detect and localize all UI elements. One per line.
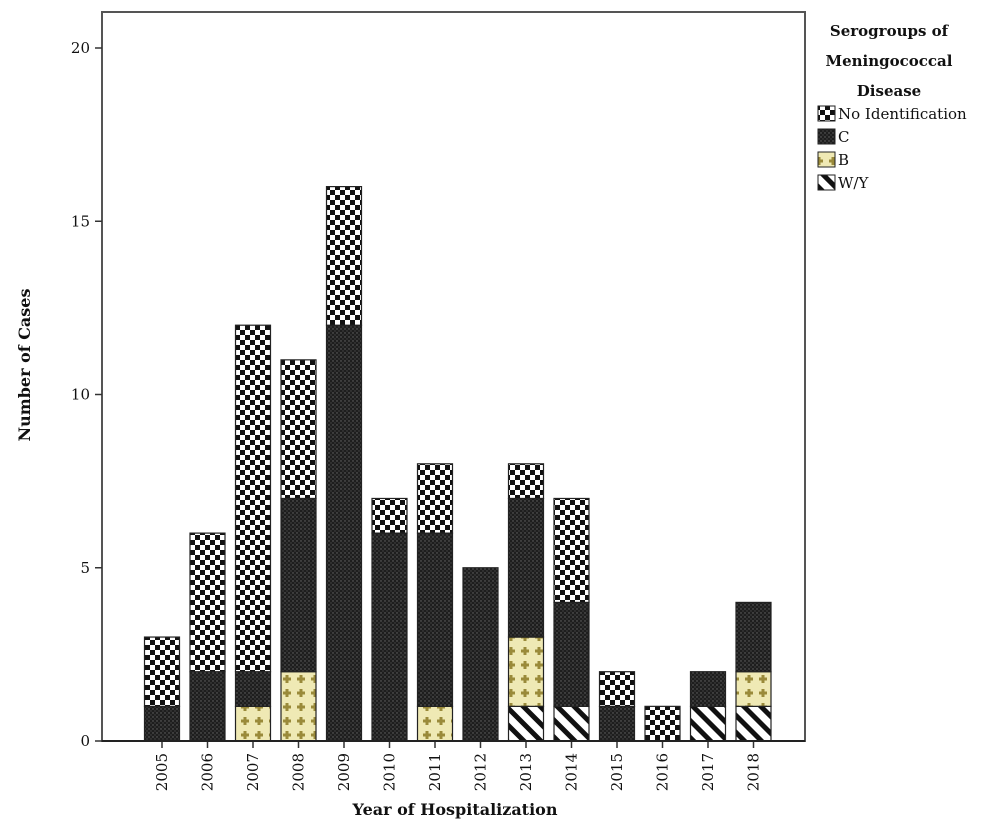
bar-segment-no-identification-2005 xyxy=(143,636,181,707)
y-tick-label: 20 xyxy=(71,39,90,57)
y-axis-title: Number of Cases xyxy=(15,289,34,442)
bar-segment-c-2012 xyxy=(462,567,499,742)
bar-segment-b-2007 xyxy=(234,705,272,742)
bar-segment-c-2018 xyxy=(735,601,772,673)
y-tick-label: 5 xyxy=(80,559,90,577)
legend-label: B xyxy=(838,151,849,169)
bar-segment-no-identification-2016 xyxy=(644,705,681,742)
x-tick-label-2011: 2011 xyxy=(426,753,444,791)
x-tick-label-2018: 2018 xyxy=(745,753,763,791)
y-tick-label: 10 xyxy=(71,386,90,404)
bar-segment-c-2011 xyxy=(416,532,454,707)
legend-swatch-c xyxy=(817,128,836,145)
bar-segment-c-2009 xyxy=(325,324,363,742)
bar-segment-no-identification-2009 xyxy=(325,186,363,326)
bar-segment-w-y-2014 xyxy=(553,705,590,742)
bar-segment-no-identification-2010 xyxy=(371,497,408,534)
legend-title-line: Serogroups of xyxy=(830,22,950,40)
bar-segment-b-2008 xyxy=(280,671,317,742)
bar-segment-w-y-2018 xyxy=(735,705,772,742)
x-tick-label-2009: 2009 xyxy=(335,753,353,791)
x-tick-label-2017: 2017 xyxy=(699,753,717,791)
legend-title-line: Disease xyxy=(857,82,921,100)
x-tick-label-2008: 2008 xyxy=(290,753,308,791)
x-tick-label-2015: 2015 xyxy=(608,753,626,791)
bar-segment-c-2005 xyxy=(143,705,181,742)
x-tick-label-2005: 2005 xyxy=(153,753,171,791)
bar-segment-no-identification-2013 xyxy=(507,463,545,500)
bars xyxy=(143,186,772,742)
bar-segment-b-2018 xyxy=(735,671,772,707)
x-tick-label-2013: 2013 xyxy=(517,753,535,791)
legend-label: C xyxy=(838,128,849,146)
x-axis: 2005 2006 2007 2008 2009 2010 2011 2012 2013 2014… xyxy=(102,740,805,791)
x-tick-label-2012: 2012 xyxy=(472,753,490,791)
x-tick-label-2007: 2007 xyxy=(244,753,262,791)
x-tick-label-2010: 2010 xyxy=(381,753,399,791)
legend-label: No Identification xyxy=(838,105,967,123)
bar-segment-no-identification-2007 xyxy=(234,324,272,673)
bar-segment-c-2013 xyxy=(507,497,545,638)
bar-segment-c-2015 xyxy=(598,705,636,742)
bar-segment-no-identification-2008 xyxy=(280,359,317,500)
bar-segment-c-2007 xyxy=(234,671,272,707)
bar-segment-c-2008 xyxy=(280,497,317,673)
bar-segment-c-2006 xyxy=(189,671,226,742)
y-axis: 0 5 10 15 20 xyxy=(71,39,102,750)
x-tick-label-2006: 2006 xyxy=(199,753,217,791)
bar-segment-b-2011 xyxy=(416,705,454,742)
bar-segment-c-2014 xyxy=(553,601,590,707)
x-tick-label-2016: 2016 xyxy=(654,753,672,791)
bar-segment-no-identification-2006 xyxy=(189,532,226,673)
y-tick-label: 15 xyxy=(71,212,90,230)
legend-title-line: Meningococcal xyxy=(826,52,953,70)
y-tick-label: 0 xyxy=(80,732,90,750)
x-tick-label-2014: 2014 xyxy=(563,753,581,791)
legend-label: W/Y xyxy=(838,174,869,192)
bar-segment-no-identification-2015 xyxy=(598,671,636,707)
legend-swatch-b xyxy=(817,151,836,168)
bar-segment-c-2010 xyxy=(371,532,408,742)
bar-segment-no-identification-2014 xyxy=(553,497,590,604)
legend: Serogroups of Meningococcal Disease No Iden… xyxy=(817,22,967,192)
bar-segment-w-y-2013 xyxy=(507,705,545,742)
x-axis-title: Year of Hospitalization xyxy=(352,800,558,819)
bar-segment-c-2017 xyxy=(689,671,727,707)
bar-segment-w-y-2017 xyxy=(689,705,727,742)
legend-swatch-w-y xyxy=(817,174,836,191)
legend-swatch-no-identification xyxy=(817,105,836,122)
bar-segment-b-2013 xyxy=(507,636,545,707)
bar-segment-no-identification-2011 xyxy=(416,463,454,534)
